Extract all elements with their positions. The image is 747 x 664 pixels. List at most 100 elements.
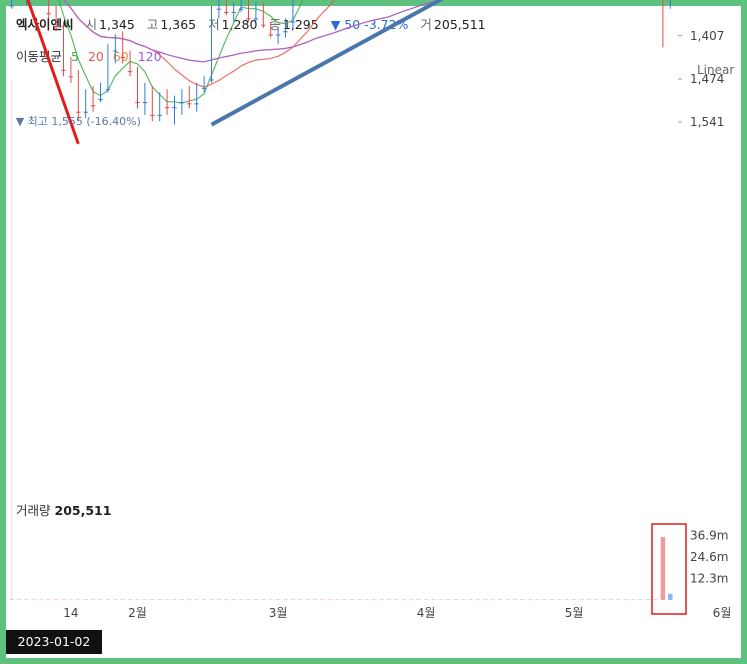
volume-bar <box>490 599 495 600</box>
volume-bar <box>90 599 96 600</box>
close-label: 종 <box>269 17 281 32</box>
candle-body <box>238 8 244 10</box>
volume-bar <box>608 599 614 600</box>
volume-bar <box>453 599 458 600</box>
volume-bar <box>342 599 347 600</box>
volume-bar <box>446 599 451 600</box>
scale-toggle[interactable]: Linear <box>697 63 735 77</box>
volume-bar <box>623 599 629 600</box>
volume-bar <box>194 599 199 600</box>
candle-body <box>194 103 199 105</box>
ma-5[interactable]: 5 <box>71 49 79 64</box>
volume-bar <box>409 599 414 600</box>
volume-bar <box>616 599 621 600</box>
open-value: 1,345 <box>99 17 135 32</box>
volume-bar <box>320 599 325 600</box>
volume-bar <box>9 599 14 600</box>
volume-tick-label: 12.3m <box>690 571 728 585</box>
candle-body <box>187 103 192 105</box>
candle-body <box>201 87 207 89</box>
volume-bar <box>431 599 436 600</box>
volume-bar <box>53 599 59 600</box>
candle-body <box>179 102 185 104</box>
ma-line-5 <box>58 0 304 104</box>
volume-bar <box>312 599 318 600</box>
volume-bar <box>423 599 429 600</box>
volume-bar <box>579 599 584 600</box>
x-tick-label: 5월 <box>565 606 584 620</box>
candle-body <box>290 21 296 23</box>
ma-line-120 <box>63 0 441 63</box>
y-tick-label: 1,541 <box>690 115 724 129</box>
volume-bar <box>187 599 192 600</box>
volume-highlight-box <box>651 523 687 615</box>
volume-bar <box>460 599 466 600</box>
volume-bar <box>505 599 510 600</box>
volume-bar <box>150 599 155 600</box>
volume-bar <box>246 599 251 600</box>
x-tick-label: 2월 <box>128 606 147 620</box>
volume-bar <box>105 599 111 600</box>
volume-bar <box>209 599 214 600</box>
candle-body <box>275 34 281 36</box>
candle-body <box>127 71 133 73</box>
blue-trend-line <box>210 0 445 127</box>
chart-panel <box>6 6 741 658</box>
volume-tick-label: 24.6m <box>690 550 728 564</box>
high-value: 1,365 <box>160 17 197 32</box>
candle-body <box>98 98 103 100</box>
stock-name[interactable]: 엑사이엔씨 <box>16 17 74 32</box>
candle-body <box>268 34 273 36</box>
ma-20[interactable]: 20 <box>87 49 104 64</box>
volume-bar <box>142 599 148 600</box>
volume-bar <box>372 599 377 600</box>
volume-bar <box>335 599 340 600</box>
candle-body <box>113 50 118 52</box>
low-label: 저 <box>208 17 220 32</box>
volume-bar <box>127 599 133 600</box>
volume-bar <box>261 599 266 600</box>
volume-bar <box>16 599 22 600</box>
volume-bar <box>534 599 540 600</box>
candle-body <box>209 79 214 81</box>
volume-bar <box>549 599 555 600</box>
volume-bar <box>394 599 399 600</box>
volume-bar <box>438 599 444 600</box>
candle-body <box>157 114 162 116</box>
candle-body <box>135 102 140 104</box>
volume-bar <box>349 599 355 600</box>
candle-body <box>246 18 251 20</box>
candle-body <box>83 111 88 113</box>
ma-60[interactable]: 60 <box>112 49 129 64</box>
volume-bar <box>275 599 281 600</box>
volume-bar <box>645 599 651 600</box>
candle-body <box>46 13 51 15</box>
volume-bar <box>364 599 370 600</box>
x-tick-label: 4월 <box>417 606 436 620</box>
volume-bar <box>557 599 562 600</box>
open-label: 시 <box>85 17 98 32</box>
volume-bar <box>401 599 407 600</box>
volume-bar <box>483 599 488 600</box>
max-price-annotation: ▼ 최고 1,555 (-16.40%) <box>16 115 141 128</box>
volume-bar <box>120 599 125 600</box>
candle-body <box>105 89 111 91</box>
volume-bar <box>31 599 37 600</box>
volume-bar <box>586 599 592 600</box>
x-tick-label: 3월 <box>269 606 288 620</box>
volume-bar <box>46 599 51 600</box>
volume-bar <box>61 599 66 600</box>
volume-bar <box>571 599 577 600</box>
volume-bar <box>520 599 525 600</box>
volume-bar <box>216 599 222 600</box>
volume-bar <box>475 599 481 600</box>
candle-body <box>142 102 148 104</box>
candle-body <box>224 11 229 13</box>
volume-bar <box>157 599 162 600</box>
volume-bar <box>631 599 636 600</box>
volume-bar <box>283 599 288 600</box>
x-tick-label: 6월 <box>713 606 732 620</box>
candle-body <box>68 76 74 78</box>
y-tick-label: 1,407 <box>690 29 724 43</box>
